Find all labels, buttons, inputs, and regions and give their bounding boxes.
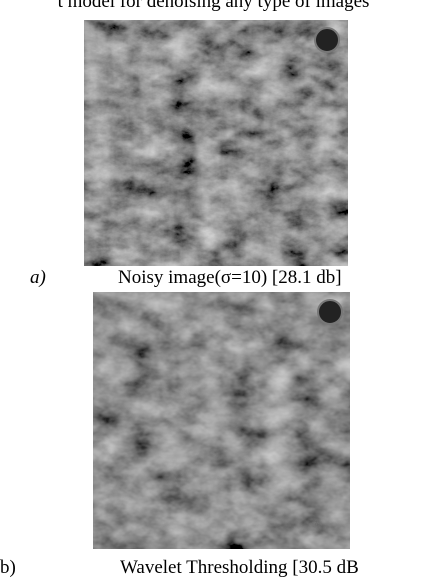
figure-caption: Noisy image(σ=10) [28.1 db] <box>118 268 342 287</box>
denoised-image <box>93 292 350 549</box>
noisy-image <box>84 20 348 266</box>
header-text: t model for denoising any type of images <box>0 0 427 11</box>
figure-caption: Wavelet Thresholding [30.5 dB <box>120 558 359 577</box>
figure-label: b) <box>0 558 16 577</box>
figure-label: a) <box>30 268 46 287</box>
page: {"header": {"text": "t model for denoisi… <box>0 0 427 578</box>
